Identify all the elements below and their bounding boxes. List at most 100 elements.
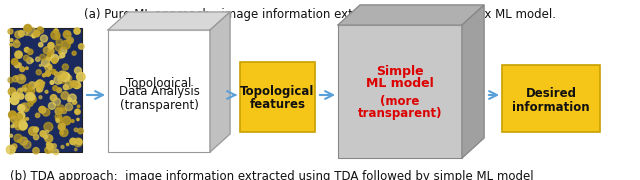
Circle shape bbox=[39, 96, 42, 99]
Circle shape bbox=[51, 69, 56, 74]
Circle shape bbox=[39, 107, 45, 112]
Circle shape bbox=[50, 81, 54, 84]
Circle shape bbox=[74, 67, 81, 74]
Text: Topological: Topological bbox=[240, 86, 315, 98]
Circle shape bbox=[35, 113, 40, 118]
Circle shape bbox=[13, 115, 15, 117]
Circle shape bbox=[13, 76, 19, 82]
Circle shape bbox=[36, 81, 44, 89]
Circle shape bbox=[61, 92, 68, 100]
Circle shape bbox=[62, 116, 71, 125]
Circle shape bbox=[15, 40, 18, 43]
Circle shape bbox=[8, 111, 17, 119]
Circle shape bbox=[65, 81, 73, 89]
Circle shape bbox=[64, 31, 70, 38]
Circle shape bbox=[13, 122, 18, 127]
Bar bbox=[502, 65, 600, 132]
Circle shape bbox=[18, 115, 26, 123]
Circle shape bbox=[63, 31, 71, 38]
Circle shape bbox=[54, 76, 62, 84]
Polygon shape bbox=[108, 12, 230, 30]
Circle shape bbox=[48, 42, 54, 49]
Circle shape bbox=[61, 145, 64, 148]
Circle shape bbox=[58, 71, 67, 80]
Circle shape bbox=[76, 84, 81, 88]
Circle shape bbox=[55, 114, 62, 120]
Circle shape bbox=[23, 84, 32, 93]
Circle shape bbox=[62, 64, 68, 70]
Circle shape bbox=[17, 140, 20, 142]
Circle shape bbox=[52, 86, 58, 91]
Circle shape bbox=[13, 41, 20, 48]
Circle shape bbox=[76, 139, 82, 145]
Text: information: information bbox=[512, 101, 590, 114]
Circle shape bbox=[8, 78, 13, 83]
Circle shape bbox=[32, 33, 36, 37]
Circle shape bbox=[60, 108, 63, 111]
Circle shape bbox=[68, 98, 72, 102]
Circle shape bbox=[19, 137, 28, 145]
Circle shape bbox=[74, 138, 83, 147]
Circle shape bbox=[14, 134, 22, 142]
Circle shape bbox=[67, 39, 72, 44]
Circle shape bbox=[54, 29, 58, 33]
Circle shape bbox=[15, 31, 22, 38]
Circle shape bbox=[55, 108, 62, 115]
Circle shape bbox=[45, 71, 51, 76]
Circle shape bbox=[60, 131, 63, 134]
Circle shape bbox=[48, 48, 54, 54]
Circle shape bbox=[17, 88, 22, 93]
Circle shape bbox=[79, 44, 84, 49]
Circle shape bbox=[36, 88, 40, 92]
Circle shape bbox=[45, 147, 51, 153]
Circle shape bbox=[10, 146, 16, 152]
Circle shape bbox=[68, 94, 76, 102]
Text: Desired: Desired bbox=[525, 87, 577, 100]
Circle shape bbox=[36, 27, 44, 34]
Circle shape bbox=[77, 73, 85, 81]
Circle shape bbox=[40, 131, 46, 137]
Circle shape bbox=[20, 104, 26, 110]
Circle shape bbox=[47, 143, 49, 145]
Circle shape bbox=[73, 81, 81, 89]
Circle shape bbox=[12, 144, 17, 149]
Circle shape bbox=[42, 74, 45, 77]
Circle shape bbox=[10, 96, 19, 105]
Circle shape bbox=[63, 85, 68, 90]
Circle shape bbox=[40, 35, 47, 42]
Circle shape bbox=[44, 134, 47, 139]
Circle shape bbox=[40, 64, 42, 66]
Circle shape bbox=[23, 141, 31, 148]
Circle shape bbox=[24, 55, 29, 61]
Circle shape bbox=[49, 68, 51, 70]
Circle shape bbox=[72, 100, 76, 104]
Circle shape bbox=[8, 88, 16, 95]
Bar bbox=[108, 30, 210, 152]
Circle shape bbox=[26, 118, 29, 120]
Text: ML model: ML model bbox=[366, 77, 434, 90]
Circle shape bbox=[49, 102, 56, 109]
Circle shape bbox=[60, 53, 65, 58]
Circle shape bbox=[12, 92, 20, 100]
Circle shape bbox=[51, 31, 60, 40]
Text: (transparent): (transparent) bbox=[120, 98, 198, 111]
Circle shape bbox=[59, 51, 61, 54]
Circle shape bbox=[58, 123, 65, 130]
Circle shape bbox=[47, 52, 51, 57]
Circle shape bbox=[44, 122, 52, 131]
Circle shape bbox=[19, 105, 22, 109]
Circle shape bbox=[26, 33, 28, 35]
Circle shape bbox=[72, 81, 77, 87]
Circle shape bbox=[61, 72, 70, 81]
Text: Simple: Simple bbox=[376, 65, 424, 78]
Circle shape bbox=[11, 125, 13, 128]
Circle shape bbox=[8, 29, 13, 34]
Circle shape bbox=[75, 109, 80, 114]
Circle shape bbox=[40, 54, 45, 60]
Circle shape bbox=[74, 128, 78, 132]
Circle shape bbox=[71, 120, 74, 122]
Circle shape bbox=[45, 90, 48, 93]
Circle shape bbox=[20, 67, 24, 72]
Circle shape bbox=[77, 118, 79, 121]
Circle shape bbox=[47, 53, 54, 59]
